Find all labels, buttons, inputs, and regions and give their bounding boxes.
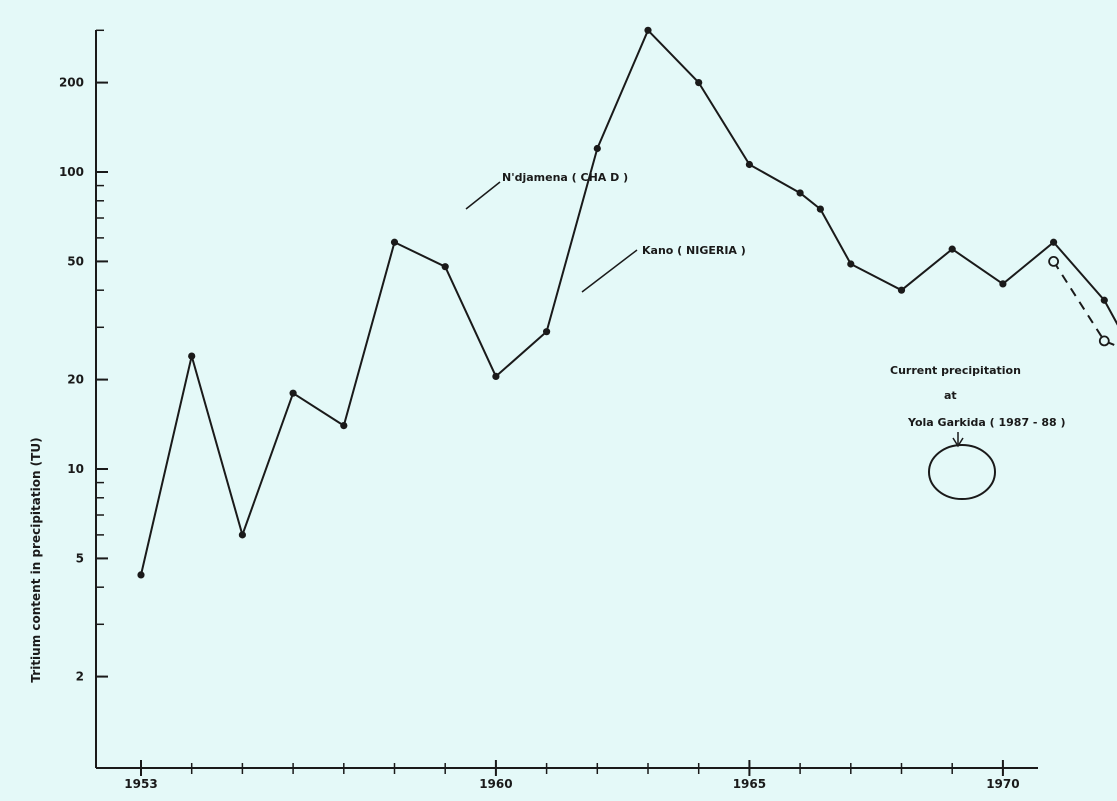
data-point [492, 372, 500, 381]
data-point [593, 144, 601, 153]
y-axis-label: Tritium content in precipitation (TU) [29, 437, 43, 682]
data-point [188, 352, 196, 360]
data-point [1050, 238, 1058, 246]
x-tick-label: 1960 [479, 777, 512, 791]
axes [95, 30, 1038, 769]
data-point [999, 280, 1007, 288]
data-point [289, 389, 297, 397]
data-point [390, 238, 399, 246]
y-tick-label: 5 [76, 551, 84, 565]
y-tick-label: 50 [67, 254, 84, 268]
data-point [695, 78, 703, 87]
y-tick-label: 200 [59, 76, 84, 90]
y-tick-label: 100 [59, 165, 84, 179]
yola-circle [928, 444, 996, 500]
annotation-kano: Kano ( NIGERIA ) [642, 244, 746, 257]
data-point [644, 26, 652, 34]
data-point [796, 189, 804, 197]
data-point [1048, 256, 1059, 267]
y-tick-label: 10 [67, 462, 84, 476]
y-tick-label: 20 [67, 373, 84, 387]
data-point [441, 263, 449, 271]
data-point [745, 160, 754, 169]
x-tick-label: 1970 [986, 777, 1019, 791]
annotation-yola-line2: at [944, 389, 957, 402]
series-line [140, 29, 1117, 576]
data-point [137, 571, 145, 579]
ticks: 2510205010020019531960196519701975198019… [59, 29, 1020, 791]
data-point [1098, 335, 1110, 347]
data-point [543, 328, 551, 336]
x-tick-label: 1953 [124, 777, 157, 791]
data-point [238, 531, 246, 539]
data-point [847, 260, 855, 268]
x-tick-label: 1965 [733, 777, 766, 791]
series-layer [137, 26, 1117, 579]
annotations: N'djamena ( CHA D ) Kano ( NIGERIA ) Cur… [465, 171, 1066, 500]
data-point [897, 286, 906, 294]
series-line [1052, 260, 1117, 348]
annotation-yola-line3: Yola Garkida ( 1987 - 88 ) [907, 416, 1066, 429]
series-0 [137, 26, 1117, 579]
annotation-yola-line1: Current precipitation [890, 364, 1021, 377]
chad-leader-line [465, 181, 501, 210]
kano-leader-line [581, 249, 638, 293]
data-point [340, 421, 348, 430]
data-point [816, 205, 824, 213]
data-point [948, 245, 956, 253]
data-point [1100, 296, 1108, 304]
series-1 [1048, 256, 1117, 348]
annotation-chad: N'djamena ( CHA D ) [502, 171, 628, 184]
y-tick-label: 2 [76, 670, 84, 684]
